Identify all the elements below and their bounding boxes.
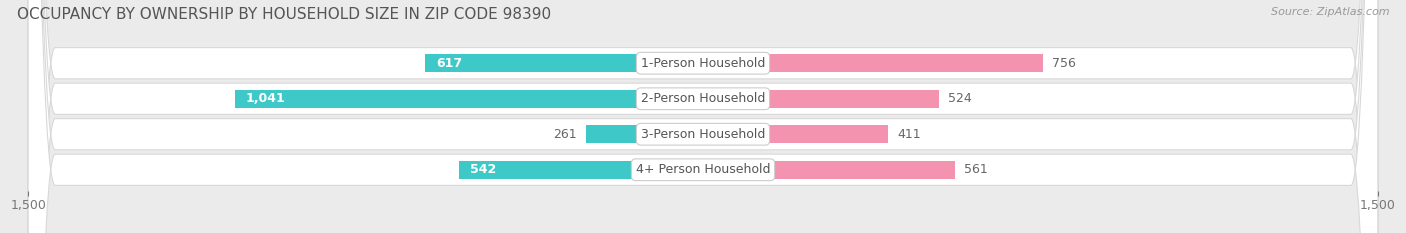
Bar xyxy=(703,54,1043,72)
Text: 411: 411 xyxy=(897,128,921,141)
Text: 1,041: 1,041 xyxy=(246,92,285,105)
FancyBboxPatch shape xyxy=(28,0,1378,233)
Bar xyxy=(235,89,703,108)
Bar xyxy=(703,161,956,179)
Bar xyxy=(460,161,703,179)
Bar xyxy=(426,54,703,72)
Bar xyxy=(703,89,939,108)
Text: 2-Person Household: 2-Person Household xyxy=(641,92,765,105)
Bar xyxy=(585,125,703,144)
Text: 4+ Person Household: 4+ Person Household xyxy=(636,163,770,176)
Text: 261: 261 xyxy=(553,128,576,141)
Bar xyxy=(703,125,889,144)
Text: 524: 524 xyxy=(948,92,972,105)
Text: Source: ZipAtlas.com: Source: ZipAtlas.com xyxy=(1271,7,1389,17)
Text: 542: 542 xyxy=(471,163,496,176)
Text: 1-Person Household: 1-Person Household xyxy=(641,57,765,70)
Text: 756: 756 xyxy=(1052,57,1076,70)
FancyBboxPatch shape xyxy=(28,0,1378,233)
FancyBboxPatch shape xyxy=(28,0,1378,233)
Text: 561: 561 xyxy=(965,163,988,176)
Text: 617: 617 xyxy=(437,57,463,70)
Text: 3-Person Household: 3-Person Household xyxy=(641,128,765,141)
Text: OCCUPANCY BY OWNERSHIP BY HOUSEHOLD SIZE IN ZIP CODE 98390: OCCUPANCY BY OWNERSHIP BY HOUSEHOLD SIZE… xyxy=(17,7,551,22)
FancyBboxPatch shape xyxy=(28,0,1378,233)
